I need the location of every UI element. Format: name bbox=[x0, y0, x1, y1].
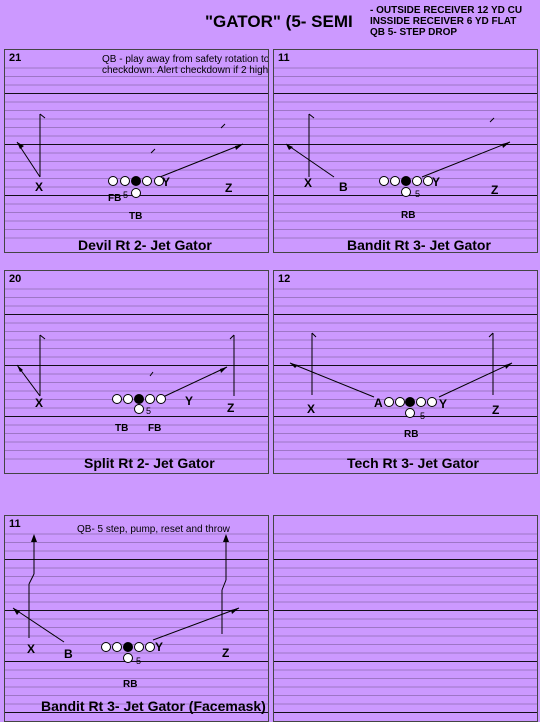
play-diagram bbox=[274, 533, 537, 713]
center-label: 5 bbox=[123, 190, 128, 200]
z-label: Z bbox=[227, 401, 234, 415]
z-label: Z bbox=[222, 646, 229, 660]
x-label: X bbox=[307, 402, 315, 416]
x-label: X bbox=[27, 642, 35, 656]
play-panel-11-facemask: 11 QB- 5 step, pump, reset and throw 5 X… bbox=[4, 515, 269, 722]
play-diagram: 5 X Y Z B RB bbox=[5, 533, 268, 713]
y-label: Y bbox=[162, 175, 170, 189]
y-label: Y bbox=[432, 175, 440, 189]
x-label: X bbox=[35, 180, 43, 194]
fb-label: FB bbox=[148, 423, 161, 434]
rb-label: RB bbox=[123, 679, 137, 690]
x-label: X bbox=[304, 176, 312, 190]
y-label: Y bbox=[439, 397, 447, 411]
play-number: 20 bbox=[9, 273, 22, 285]
play-diagram: 5 X Y Z B RB bbox=[274, 67, 537, 239]
note-line: INSSIDE RECEIVER 6 YD FLAT bbox=[370, 16, 517, 27]
play-caption: Tech Rt 3- Jet Gator bbox=[347, 455, 479, 471]
note-line: QB - play away from safety rotation to bbox=[102, 54, 269, 65]
x-label: X bbox=[35, 396, 43, 410]
center-label: 5 bbox=[146, 406, 151, 416]
z-label: Z bbox=[225, 181, 232, 195]
center-label: 5 bbox=[415, 189, 420, 199]
play-number: 12 bbox=[278, 273, 291, 285]
play-number: 11 bbox=[9, 518, 21, 530]
play-panel-20: 20 5 X Y Z TB FB Split Rt 2- Jet Gator bbox=[4, 270, 269, 474]
note-line: QB- 5 step, pump, reset and throw bbox=[77, 524, 230, 535]
note-line: QB 5- STEP DROP bbox=[370, 27, 458, 38]
tb-label: TB bbox=[115, 423, 128, 434]
center-label: 5 bbox=[420, 411, 425, 421]
play-diagram: 5 X Y Z FB TB bbox=[5, 67, 268, 239]
play-caption: Split Rt 2- Jet Gator bbox=[84, 455, 215, 471]
play-number: 21 bbox=[9, 52, 22, 64]
b-label: B bbox=[64, 647, 73, 661]
y-label: Y bbox=[185, 394, 193, 408]
play-panel-11: 11 5 X Y Z B RB Bandit Rt 3- Jet Gator bbox=[273, 49, 538, 253]
play-diagram: 5 X Y Z TB FB bbox=[5, 288, 268, 460]
play-note: QB- 5 step, pump, reset and throw bbox=[77, 524, 230, 535]
play-note: QB - play away from safety rotation to c… bbox=[102, 54, 269, 76]
play-diagram: 5 X Y Z A RB bbox=[274, 288, 537, 460]
play-caption: Devil Rt 2- Jet Gator bbox=[78, 237, 212, 253]
note-line: - OUTSIDE RECEIVER 12 YD CU bbox=[370, 5, 523, 16]
center-label: 5 bbox=[136, 656, 141, 666]
play-caption: Bandit Rt 3- Jet Gator bbox=[347, 237, 491, 253]
rb-label: RB bbox=[401, 210, 415, 221]
page-title: "GATOR" (5- SEMI bbox=[205, 12, 353, 31]
a-label: A bbox=[374, 396, 383, 410]
play-caption: Bandit Rt 3- Jet Gator (Facemask) bbox=[41, 698, 266, 714]
z-label: Z bbox=[492, 403, 499, 417]
y-label: Y bbox=[155, 640, 163, 654]
fb-label: FB bbox=[108, 193, 121, 204]
coaching-notes: - OUTSIDE RECEIVER 12 YD CU INSSIDE RECE… bbox=[370, 5, 522, 38]
z-label: Z bbox=[491, 183, 498, 197]
play-number: 11 bbox=[278, 52, 290, 64]
tb-label: TB bbox=[129, 211, 142, 222]
play-panel-21: 21 QB - play away from safety rotation t… bbox=[4, 49, 269, 253]
empty-play-panel bbox=[273, 515, 538, 722]
rb-label: RB bbox=[404, 429, 418, 440]
note-line: checkdown. Alert checkdown if 2 high bbox=[102, 65, 269, 76]
b-label: B bbox=[339, 180, 348, 194]
play-panel-12: 12 5 X Y Z A RB Tech Rt 3- Jet Gator bbox=[273, 270, 538, 474]
